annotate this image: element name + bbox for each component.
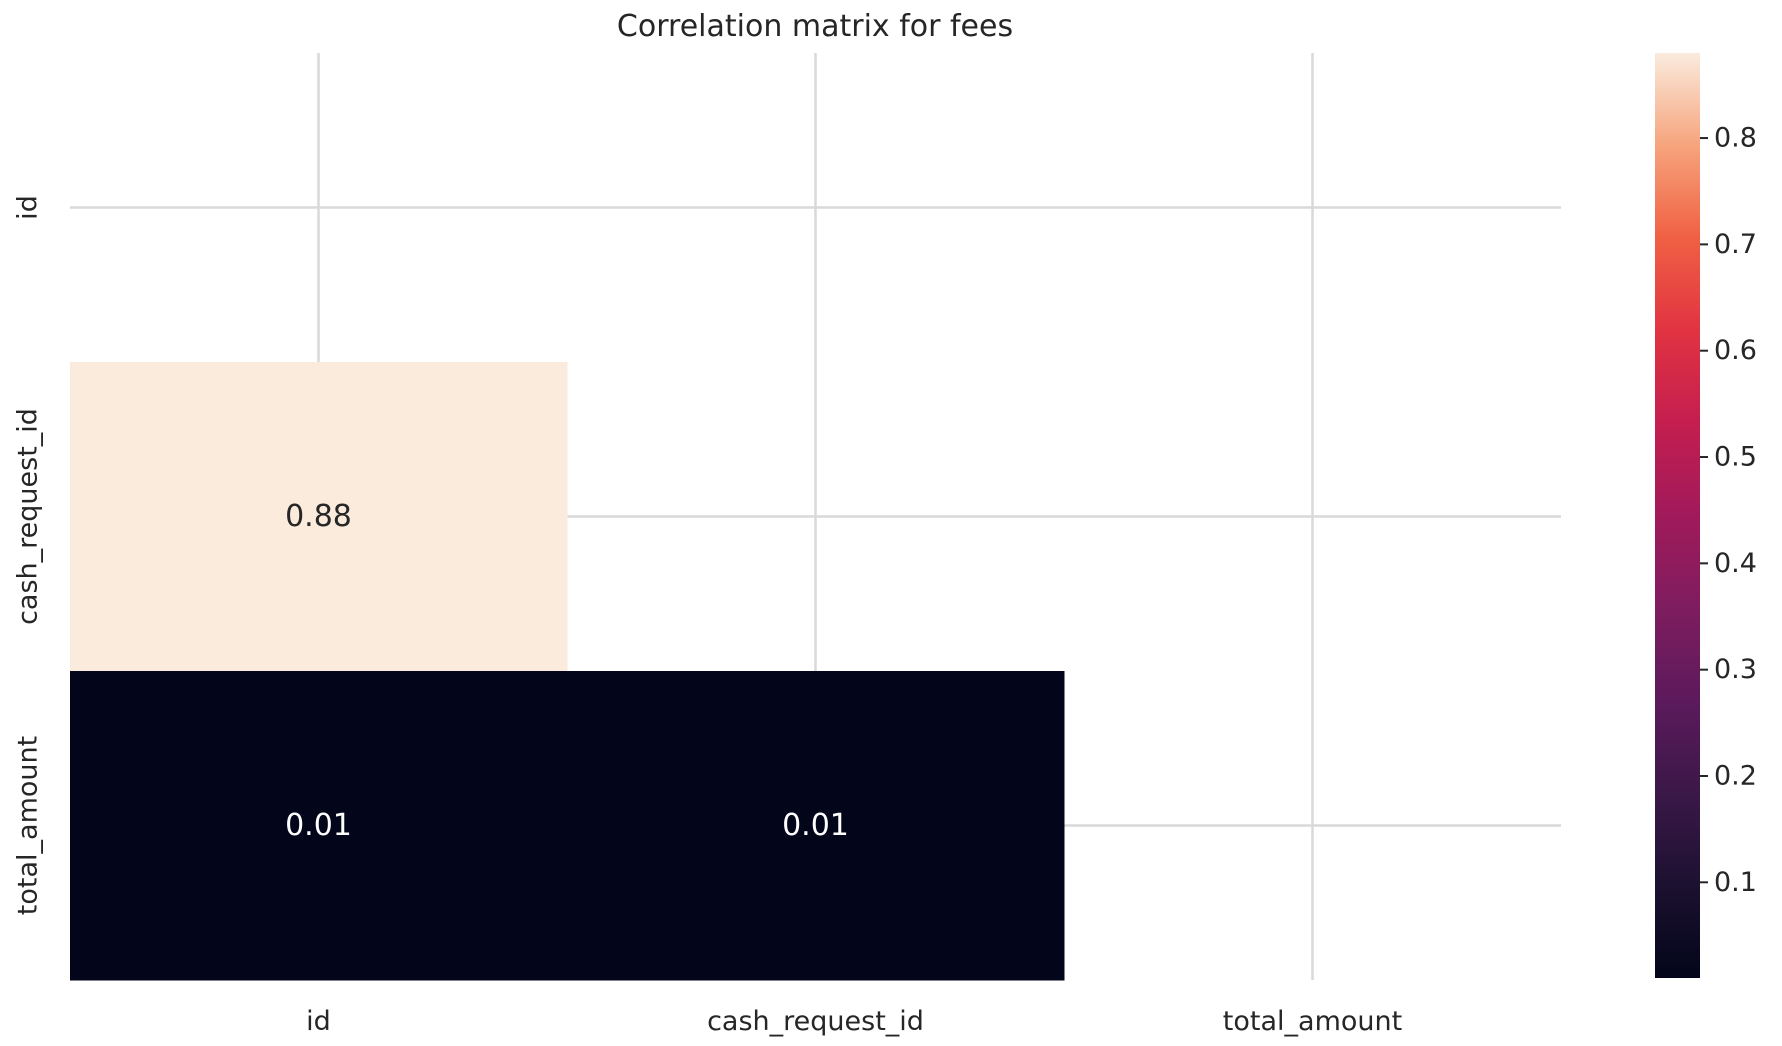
colorbar-tick-label: 0.2 (1714, 760, 1757, 791)
colorbar-tick-label: 0.7 (1714, 229, 1757, 260)
colorbar-tick-label: 0.4 (1714, 548, 1757, 579)
cell-value-label: 0.01 (782, 808, 849, 843)
colorbar-tick-label: 0.1 (1714, 867, 1757, 898)
colorbar: 0.1 0.2 0.3 0.4 0.5 0.6 0.7 0.8 (1655, 53, 1757, 978)
y-tick-labels: id cash_request_id total_amount (13, 195, 44, 915)
cell-annotations: 0.88 0.01 0.01 (285, 499, 849, 843)
x-tick-labels: id cash_request_id total_amount (306, 1006, 1402, 1037)
heatmap-cell (70, 671, 568, 981)
colorbar-ticks: 0.1 0.2 0.3 0.4 0.5 0.6 0.7 0.8 (1700, 123, 1757, 898)
cell-value-label: 0.88 (285, 499, 352, 534)
heatmap-cell (567, 671, 1065, 981)
cell-value-label: 0.01 (285, 808, 352, 843)
chart-title: Correlation matrix for fees (617, 9, 1013, 44)
y-tick-label: cash_request_id (13, 408, 44, 625)
x-tick-label: id (306, 1006, 331, 1037)
colorbar-tick-label: 0.5 (1714, 442, 1757, 473)
colorbar-tick-label: 0.3 (1714, 654, 1757, 685)
x-tick-label: total_amount (1223, 1006, 1402, 1037)
colorbar-gradient (1655, 53, 1700, 978)
heatmap-cells (70, 362, 1065, 981)
heatmap-cell (70, 362, 568, 672)
colorbar-tick-label: 0.6 (1714, 335, 1757, 366)
colorbar-tick-label: 0.8 (1714, 123, 1757, 154)
y-tick-label: total_amount (13, 736, 44, 915)
x-tick-label: cash_request_id (707, 1006, 924, 1037)
y-tick-label: id (13, 195, 44, 220)
